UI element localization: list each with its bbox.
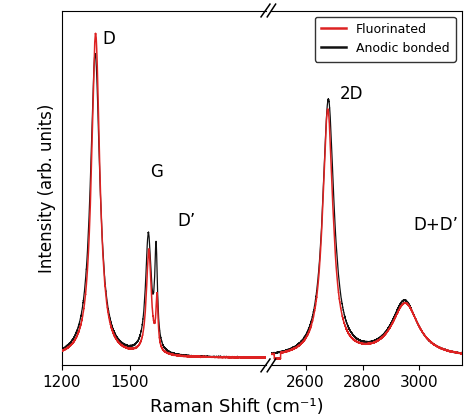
Text: Raman Shift (cm⁻¹): Raman Shift (cm⁻¹) [150,398,324,416]
Text: D’: D’ [177,212,195,230]
Text: 2D: 2D [340,85,363,103]
Y-axis label: Intensity (arb. units): Intensity (arb. units) [38,103,56,273]
Legend: Fluorinated, Anodic bonded: Fluorinated, Anodic bonded [315,17,456,61]
Text: D+D’: D+D’ [414,215,459,234]
Text: D: D [102,30,115,48]
Text: G: G [150,163,163,181]
